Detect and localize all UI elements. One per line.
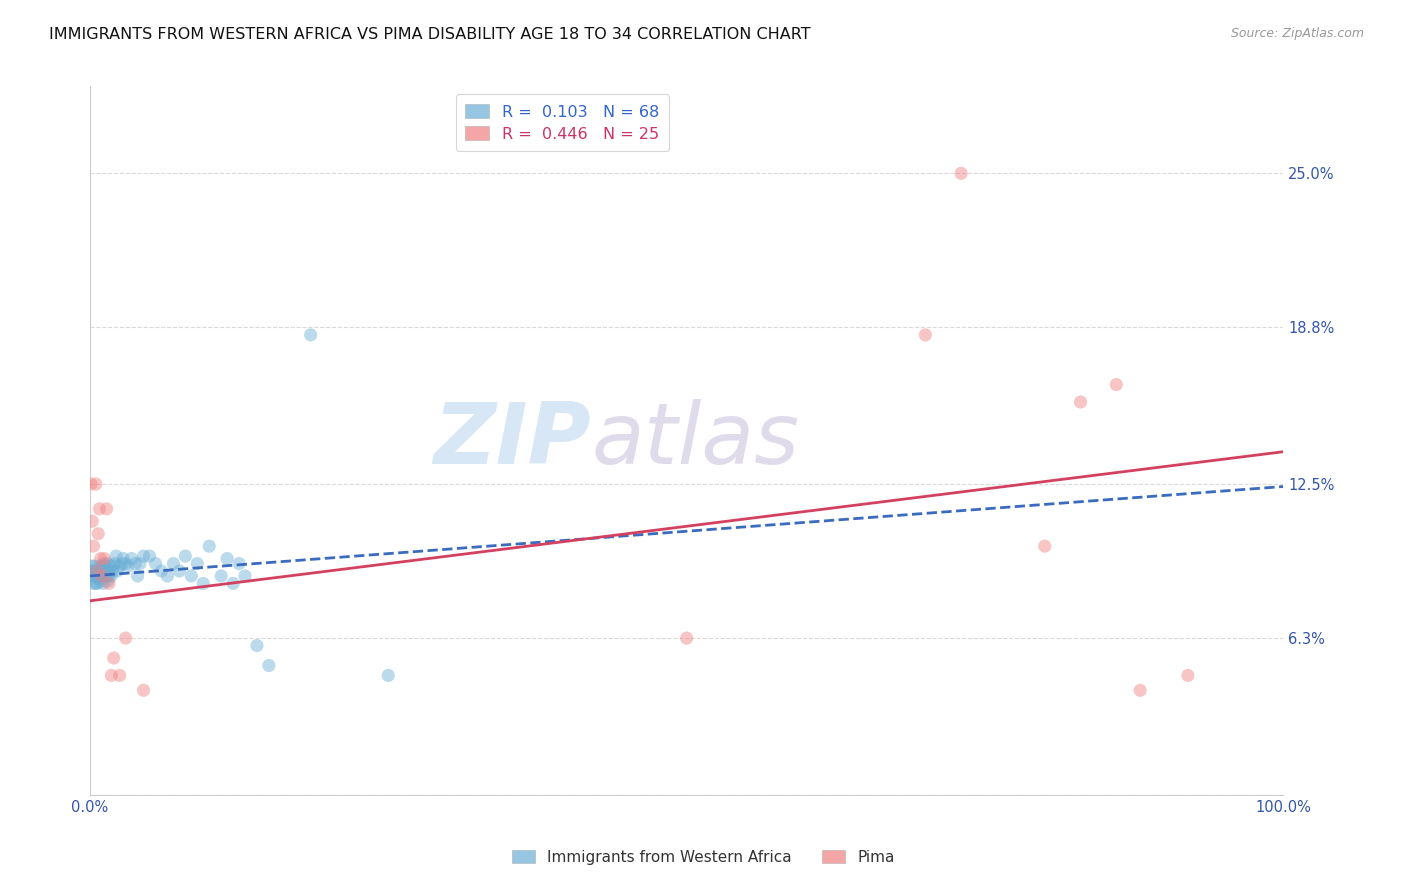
Point bbox=[87, 526, 110, 541]
Point bbox=[117, 559, 139, 574]
Point bbox=[132, 549, 155, 563]
Text: IMMIGRANTS FROM WESTERN AFRICA VS PIMA DISABILITY AGE 18 TO 34 CORRELATION CHART: IMMIGRANTS FROM WESTERN AFRICA VS PIMA D… bbox=[49, 27, 811, 42]
Point bbox=[86, 576, 108, 591]
Point bbox=[94, 559, 117, 574]
Point bbox=[103, 559, 125, 574]
Point bbox=[90, 559, 112, 574]
Point bbox=[89, 559, 111, 574]
Point bbox=[84, 576, 107, 591]
Point bbox=[93, 557, 115, 571]
Point bbox=[82, 564, 104, 578]
Point bbox=[1105, 377, 1128, 392]
Point bbox=[98, 559, 121, 574]
Point bbox=[100, 569, 122, 583]
Point bbox=[222, 576, 245, 591]
Point bbox=[97, 569, 120, 583]
Point bbox=[83, 569, 105, 583]
Point bbox=[82, 569, 104, 583]
Point bbox=[82, 559, 104, 574]
Point bbox=[103, 651, 125, 665]
Point bbox=[84, 477, 107, 491]
Point bbox=[1069, 395, 1091, 409]
Point bbox=[97, 557, 120, 571]
Point bbox=[86, 569, 108, 583]
Point bbox=[104, 557, 127, 571]
Point bbox=[96, 564, 118, 578]
Point bbox=[83, 559, 105, 574]
Point bbox=[228, 557, 250, 571]
Point bbox=[124, 557, 146, 571]
Point bbox=[82, 514, 104, 528]
Point bbox=[90, 569, 112, 583]
Point bbox=[89, 569, 111, 583]
Point bbox=[174, 549, 197, 563]
Point bbox=[209, 569, 232, 583]
Point bbox=[105, 564, 128, 578]
Point bbox=[97, 576, 120, 591]
Text: atlas: atlas bbox=[591, 399, 799, 482]
Point bbox=[914, 327, 936, 342]
Point bbox=[82, 539, 104, 553]
Point bbox=[246, 639, 269, 653]
Point bbox=[93, 564, 115, 578]
Point bbox=[97, 564, 120, 578]
Legend: Immigrants from Western Africa, Pima: Immigrants from Western Africa, Pima bbox=[506, 844, 900, 871]
Point bbox=[129, 557, 152, 571]
Point bbox=[101, 564, 124, 578]
Point bbox=[114, 557, 136, 571]
Point bbox=[950, 166, 973, 180]
Point bbox=[90, 574, 112, 588]
Point bbox=[675, 631, 697, 645]
Point bbox=[169, 564, 191, 578]
Legend: R =  0.103   N = 68, R =  0.446   N = 25: R = 0.103 N = 68, R = 0.446 N = 25 bbox=[456, 95, 669, 151]
Text: Source: ZipAtlas.com: Source: ZipAtlas.com bbox=[1230, 27, 1364, 40]
Point bbox=[100, 668, 122, 682]
Text: ZIP: ZIP bbox=[433, 399, 591, 482]
Point bbox=[121, 551, 143, 566]
Point bbox=[1033, 539, 1056, 553]
Point bbox=[108, 668, 131, 682]
Point bbox=[94, 569, 117, 583]
Point bbox=[105, 549, 128, 563]
Point bbox=[97, 574, 120, 588]
Point bbox=[193, 576, 215, 591]
Point bbox=[180, 569, 202, 583]
Point bbox=[186, 557, 208, 571]
Point bbox=[80, 564, 103, 578]
Point bbox=[90, 564, 112, 578]
Point bbox=[162, 557, 184, 571]
Point bbox=[111, 557, 134, 571]
Point bbox=[80, 477, 103, 491]
Point bbox=[96, 501, 118, 516]
Point bbox=[90, 569, 112, 583]
Point bbox=[1129, 683, 1152, 698]
Point bbox=[82, 576, 104, 591]
Point bbox=[377, 668, 399, 682]
Point bbox=[84, 564, 107, 578]
Point bbox=[114, 631, 136, 645]
Point bbox=[91, 576, 114, 591]
Point bbox=[108, 559, 131, 574]
Point bbox=[217, 551, 239, 566]
Point bbox=[138, 549, 160, 563]
Point bbox=[96, 569, 118, 583]
Point bbox=[87, 572, 110, 586]
Point bbox=[299, 327, 322, 342]
Point bbox=[91, 564, 114, 578]
Point bbox=[112, 551, 135, 566]
Point bbox=[150, 564, 173, 578]
Point bbox=[132, 683, 155, 698]
Point bbox=[90, 551, 112, 566]
Point bbox=[257, 658, 280, 673]
Point bbox=[1177, 668, 1199, 682]
Point bbox=[233, 569, 256, 583]
Point bbox=[89, 501, 111, 516]
Point bbox=[86, 564, 108, 578]
Point bbox=[198, 539, 221, 553]
Point bbox=[156, 569, 179, 583]
Point bbox=[93, 551, 115, 566]
Point bbox=[87, 564, 110, 578]
Point bbox=[145, 557, 167, 571]
Point bbox=[127, 569, 149, 583]
